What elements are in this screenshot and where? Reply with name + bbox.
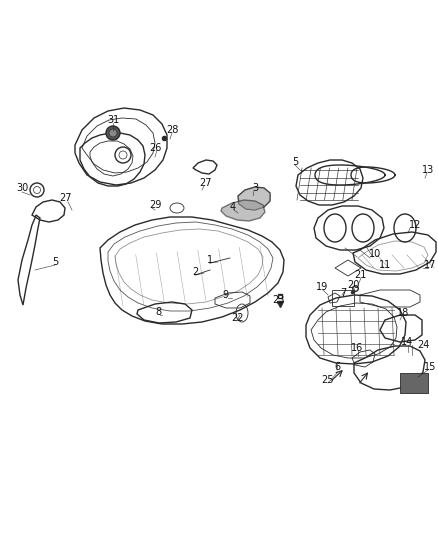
Polygon shape bbox=[238, 187, 270, 210]
Polygon shape bbox=[221, 200, 265, 221]
Text: 6: 6 bbox=[334, 362, 340, 372]
Text: 20: 20 bbox=[347, 280, 359, 290]
Text: 22: 22 bbox=[231, 313, 243, 323]
Text: 11: 11 bbox=[379, 260, 391, 270]
Text: 21: 21 bbox=[354, 270, 366, 280]
Text: 1: 1 bbox=[207, 255, 213, 265]
Text: 23: 23 bbox=[272, 295, 284, 305]
Text: 25: 25 bbox=[321, 375, 333, 385]
Text: 7: 7 bbox=[340, 288, 346, 298]
Text: 16: 16 bbox=[351, 343, 363, 353]
Bar bbox=[332, 290, 354, 306]
Text: 18: 18 bbox=[397, 308, 409, 318]
Text: 10: 10 bbox=[369, 249, 381, 259]
Text: 28: 28 bbox=[166, 125, 178, 135]
Circle shape bbox=[106, 126, 120, 140]
Text: 31: 31 bbox=[107, 115, 119, 125]
Text: 5: 5 bbox=[292, 157, 298, 167]
Text: 8: 8 bbox=[155, 307, 161, 317]
Text: 5: 5 bbox=[52, 257, 58, 267]
Text: 19: 19 bbox=[316, 282, 328, 292]
Text: 29: 29 bbox=[149, 200, 161, 210]
Text: 14: 14 bbox=[401, 337, 413, 347]
Circle shape bbox=[109, 129, 117, 137]
Text: 24: 24 bbox=[417, 340, 429, 350]
Text: 3: 3 bbox=[252, 183, 258, 193]
Text: 13: 13 bbox=[422, 165, 434, 175]
Text: 4: 4 bbox=[230, 202, 236, 212]
Text: 26: 26 bbox=[149, 143, 161, 153]
Text: 30: 30 bbox=[16, 183, 28, 193]
Text: 12: 12 bbox=[409, 220, 421, 230]
Text: 27: 27 bbox=[60, 193, 72, 203]
Bar bbox=[400, 373, 428, 393]
Text: 15: 15 bbox=[424, 362, 436, 372]
Text: 27: 27 bbox=[199, 178, 211, 188]
Text: 17: 17 bbox=[424, 260, 436, 270]
Text: 9: 9 bbox=[222, 290, 228, 300]
Text: 2: 2 bbox=[192, 267, 198, 277]
